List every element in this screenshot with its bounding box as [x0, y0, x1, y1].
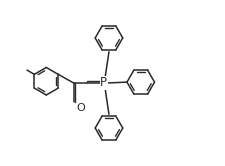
Text: O: O	[76, 103, 85, 113]
Text: P: P	[100, 77, 107, 89]
